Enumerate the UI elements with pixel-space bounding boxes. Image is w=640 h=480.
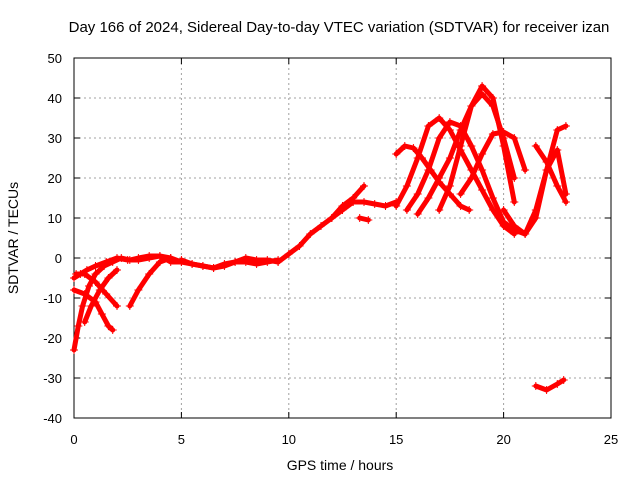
y-tick-label: -40: [43, 411, 62, 426]
series-markers: [72, 270, 121, 310]
grid-lines: [74, 58, 611, 418]
y-tick-label: 30: [48, 131, 62, 146]
series-track-06: [125, 254, 175, 310]
series-markers: [177, 254, 283, 272]
series-markers: [456, 128, 530, 198]
series-line: [404, 119, 528, 237]
series-line: [178, 255, 281, 271]
series-track-09: [327, 182, 368, 222]
x-tick-label: 0: [70, 432, 77, 447]
x-tick-labels: 0 5 10 15 20 25: [70, 432, 618, 447]
series-markers: [531, 142, 570, 206]
x-tick-label: 10: [282, 432, 296, 447]
plot-frame: [73, 57, 612, 419]
x-axis-label: GPS time / hours: [287, 457, 394, 473]
x-tick-label: 20: [496, 432, 510, 447]
x-tick-label: 5: [178, 432, 185, 447]
x-tick-label: 25: [604, 432, 618, 447]
series-markers: [531, 376, 568, 394]
y-tick-label: 20: [48, 171, 62, 186]
y-tick-label: -10: [43, 291, 62, 306]
y-tick-labels: -40 -30 -20 -10 0 10 20 30 40 50: [43, 51, 62, 426]
data-series: [70, 82, 570, 394]
series-track-16: [456, 128, 530, 198]
y-tick-label: -30: [43, 371, 62, 386]
series-markers: [80, 266, 121, 326]
series-line: [436, 83, 517, 213]
y-tick-label: -20: [43, 331, 62, 346]
y-tick-label: 50: [48, 51, 62, 66]
series-markers: [355, 214, 373, 224]
series-line: [329, 183, 367, 221]
series-line: [533, 377, 567, 393]
series-markers: [125, 254, 175, 310]
chart-title: Day 166 of 2024, Sidereal Day-to-day VTE…: [69, 19, 610, 36]
series-track-02: [70, 252, 186, 354]
y-tick-label: 10: [48, 211, 62, 226]
series-markers: [521, 122, 570, 238]
series-track-05: [80, 266, 121, 326]
series-track-19: [531, 142, 570, 206]
y-tick-label: 0: [55, 251, 62, 266]
series-track-15: [435, 82, 519, 214]
series-line: [533, 143, 569, 205]
x-tick-label: 15: [389, 432, 403, 447]
y-axis-label: SDTVAR / TECUs: [5, 182, 21, 294]
series-markers: [435, 82, 519, 214]
series-track-20: [531, 376, 568, 394]
series-track-07: [177, 254, 283, 272]
series-line: [71, 287, 116, 333]
series-markers: [327, 182, 368, 222]
series-track-04: [72, 270, 121, 310]
series-track-10: [355, 214, 373, 224]
series-track-18: [521, 122, 570, 238]
axis-ticks: [73, 57, 612, 419]
y-tick-label: 40: [48, 91, 62, 106]
